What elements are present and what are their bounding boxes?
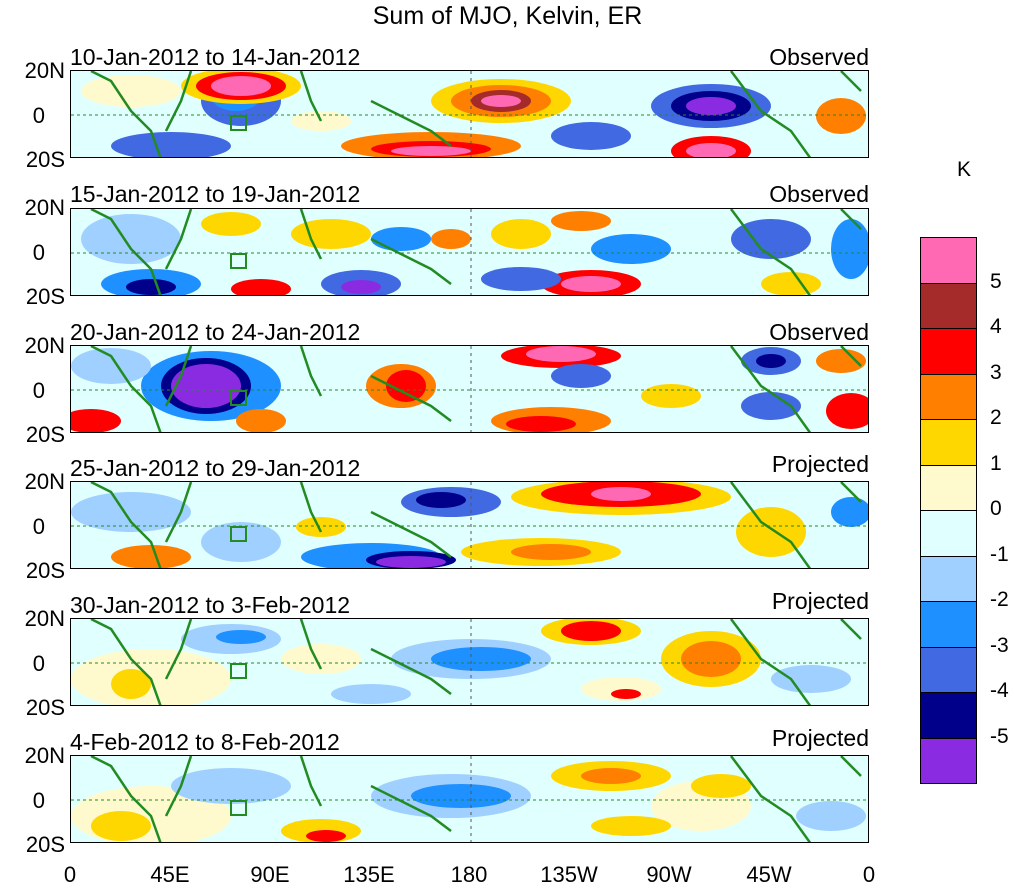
panel-5-map bbox=[70, 618, 869, 706]
panel-1-ytick-20n: 20N bbox=[24, 58, 65, 83]
colorbar-swatch-8 bbox=[920, 601, 977, 647]
panel-2-map bbox=[70, 208, 869, 296]
colorbar-swatch-9 bbox=[920, 646, 977, 693]
colorbar-swatch-2 bbox=[920, 328, 977, 374]
xtick-45w: 45W bbox=[746, 862, 792, 887]
panel-4-period: 25-Jan-2012 to 29-Jan-2012 bbox=[70, 455, 361, 481]
panel-3-type: Observed bbox=[769, 319, 869, 345]
panel-5-ytick-20s: 20S bbox=[25, 695, 65, 720]
panel-5-ytick-20n: 20N bbox=[24, 606, 65, 631]
figure-title: Sum of MJO, Kelvin, ER bbox=[372, 2, 643, 30]
colorbar-swatch-3 bbox=[920, 373, 977, 420]
panel-1-ytick-20s: 20S bbox=[25, 147, 65, 172]
xtick-0-end: 0 bbox=[862, 862, 876, 887]
panel-2-ytick-0: 0 bbox=[32, 240, 45, 265]
panel-3-period: 20-Jan-2012 to 24-Jan-2012 bbox=[70, 319, 361, 345]
panel-1-ytick-0: 0 bbox=[32, 103, 45, 128]
xtick-135e: 135E bbox=[343, 862, 395, 887]
panel-3-ytick-20n: 20N bbox=[24, 333, 65, 358]
colorbar-label-6: -1 bbox=[990, 542, 1009, 566]
panel-4-ytick-20s: 20S bbox=[25, 558, 65, 583]
panel-1-map bbox=[70, 70, 869, 158]
panel-6-ytick-0: 0 bbox=[32, 788, 45, 813]
colorbar-label-7: -2 bbox=[990, 588, 1009, 611]
panel-3-ytick-0: 0 bbox=[32, 378, 45, 403]
colorbar-label-10: -5 bbox=[990, 724, 1009, 748]
colorbar-label-9: -4 bbox=[990, 679, 1009, 702]
colorbar-swatch-0 bbox=[920, 237, 977, 283]
colorbar-swatch-4 bbox=[920, 419, 977, 465]
xtick-0: 0 bbox=[63, 862, 77, 887]
panel-5-period: 30-Jan-2012 to 3-Feb-2012 bbox=[70, 592, 351, 618]
xtick-90w: 90W bbox=[646, 862, 692, 887]
colorbar-label-3: 2 bbox=[990, 406, 1002, 429]
panel-5-type: Projected bbox=[771, 588, 869, 614]
panel-4-type: Projected bbox=[771, 451, 869, 477]
panel-3-ytick-20s: 20S bbox=[25, 422, 65, 447]
xtick-45e: 45E bbox=[150, 862, 190, 887]
panel-2-ytick-20n: 20N bbox=[24, 195, 65, 220]
xtick-90e: 90E bbox=[250, 862, 290, 887]
colorbar-swatch-6 bbox=[920, 510, 977, 556]
colorbar-swatch-5 bbox=[920, 464, 977, 511]
panel-4-ytick-0: 0 bbox=[32, 514, 45, 539]
colorbar-unit: K bbox=[957, 158, 972, 181]
xtick-135w: 135W bbox=[540, 862, 598, 887]
colorbar-swatch-10 bbox=[920, 692, 977, 738]
colorbar-label-0: 5 bbox=[990, 269, 1002, 293]
colorbar-swatch-11 bbox=[920, 737, 977, 784]
panel-4-ytick-20n: 20N bbox=[24, 469, 65, 494]
colorbar-label-5: 0 bbox=[990, 497, 1002, 520]
colorbar-label-2: 3 bbox=[990, 360, 1002, 384]
panel-1-type: Observed bbox=[769, 44, 869, 70]
panel-1-period: 10-Jan-2012 to 14-Jan-2012 bbox=[70, 44, 361, 70]
colorbar-swatch-1 bbox=[920, 282, 977, 329]
colorbar-label-8: -3 bbox=[990, 633, 1009, 657]
colorbar-label-1: 4 bbox=[990, 315, 1002, 338]
panel-5-ytick-0: 0 bbox=[32, 651, 45, 676]
panel-2-type: Observed bbox=[769, 181, 869, 207]
xtick-180: 180 bbox=[450, 862, 488, 887]
panel-3-map bbox=[70, 345, 869, 433]
colorbar-swatch-7 bbox=[920, 555, 977, 602]
panel-6-ytick-20s: 20S bbox=[25, 832, 65, 857]
panel-6-type: Projected bbox=[771, 725, 869, 751]
panel-2-period: 15-Jan-2012 to 19-Jan-2012 bbox=[70, 181, 361, 207]
panel-4-map bbox=[70, 481, 869, 569]
panel-6-period: 4-Feb-2012 to 8-Feb-2012 bbox=[70, 729, 340, 755]
panel-6-ytick-20n: 20N bbox=[24, 743, 65, 768]
colorbar-label-4: 1 bbox=[990, 451, 1002, 475]
panel-2-ytick-20s: 20S bbox=[25, 284, 65, 309]
panel-6-map bbox=[70, 755, 869, 843]
